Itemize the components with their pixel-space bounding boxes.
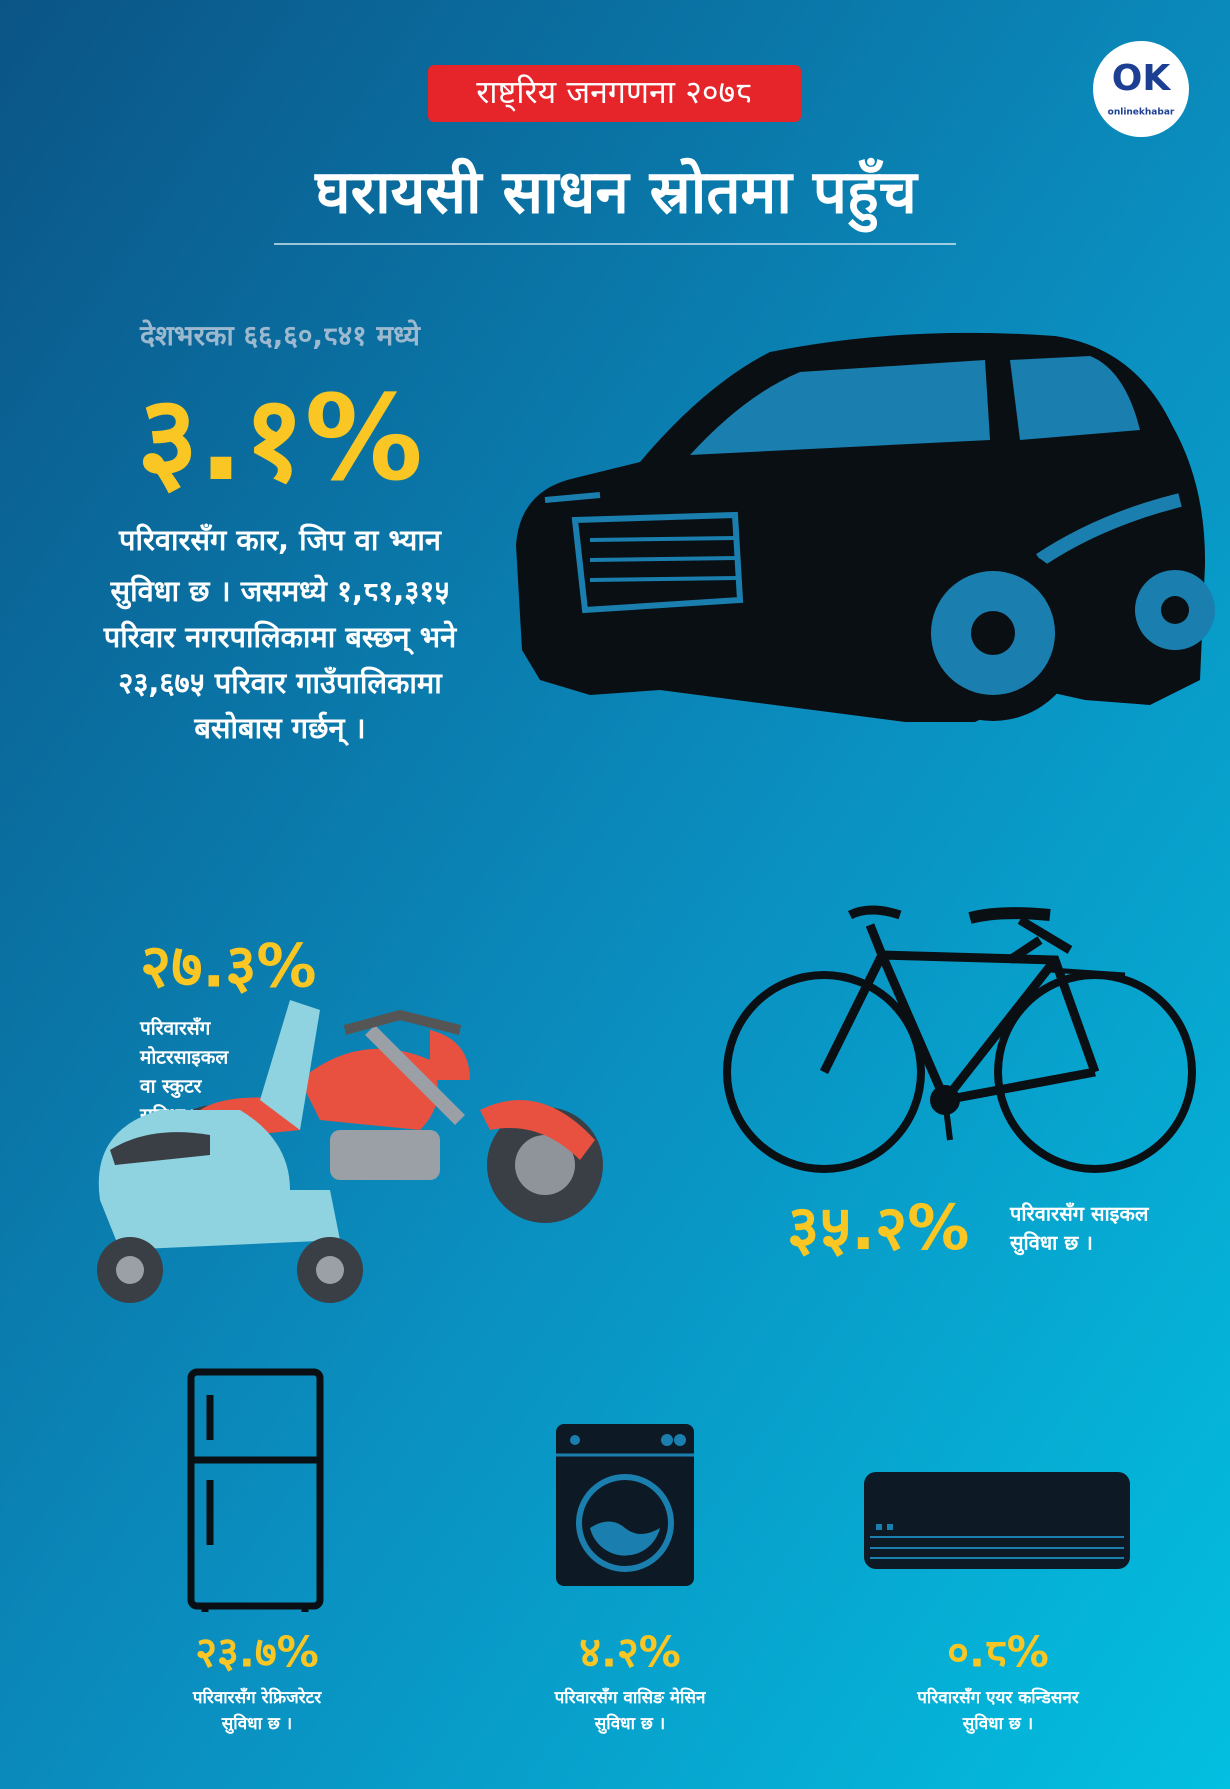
bicycle-icon-part: [819, 950, 1100, 1074]
motorcycle-caption-line: वा स्कुटर: [139, 1076, 203, 1099]
logo-mark: OK: [1112, 58, 1172, 99]
bicycle-percent: ३५.२%: [787, 1191, 969, 1264]
bicycle-caption-line: सुविधा छ ।: [1009, 1231, 1093, 1256]
appliance-caption-line: परिवारसँग रेफ्रिजरेटर: [192, 1687, 322, 1708]
washer-icon-part: [590, 1521, 660, 1556]
motorcycle-icon: [97, 1000, 603, 1303]
appliance-caption-line: सुविधा छ ।: [221, 1713, 292, 1734]
car-intro: देशभरका ६६,६०,८४१ मध्ये: [139, 319, 422, 352]
car-icon-part: [571, 511, 744, 614]
bicycle-caption-line: परिवारसँग साइकल: [1009, 1202, 1150, 1226]
motorcycle-icon-part: [260, 1000, 320, 1130]
motorcycle-percent: २७.३%: [140, 932, 317, 1002]
car-icon-part: [589, 576, 739, 582]
ac-icon-part: [864, 1472, 1130, 1569]
car-description-line: सुविधा छ । जसमध्ये १,८१,३१५: [110, 574, 450, 610]
car-icon-part: [971, 611, 1015, 655]
washer-icon-part: [570, 1435, 580, 1445]
car-description-line: परिवारसँग कार, जिप वा भ्यान: [118, 523, 442, 557]
bicycle-icon-part: [723, 971, 925, 1173]
bicycle-icon: [723, 905, 1196, 1173]
logo-part: [1093, 41, 1189, 137]
fridge-icon-part: [187, 1368, 324, 1610]
badge-text: राष्ट्रिय जनगणना २०७८: [476, 73, 752, 112]
ac-icon: [864, 1472, 1130, 1569]
appliance-caption-line: परिवारसँग एयर कन्डिसनर: [916, 1687, 1080, 1708]
appliance-caption-line: सुविधा छ ।: [594, 1713, 665, 1734]
car-icon-part: [690, 360, 990, 455]
appliance-percent: ४.२%: [579, 1628, 681, 1677]
bicycle-icon-part: [1049, 967, 1126, 978]
car-description-line: परिवार नगरपालिकामा बस्छन् भने: [103, 620, 457, 655]
motorcycle-icon-part: [365, 1025, 465, 1125]
bicycle-icon-part: [930, 1085, 960, 1115]
car-icon-part: [1010, 356, 1140, 440]
badge-box: [428, 65, 801, 122]
motorcycle-caption-line: मोटरसाइकल: [139, 1046, 229, 1069]
car-icon-part: [1161, 596, 1189, 624]
washer-icon-part: [674, 1434, 686, 1446]
car-icon-part: [589, 556, 738, 562]
motorcycle-icon-part: [515, 1135, 575, 1195]
fridge-icon: [187, 1368, 324, 1612]
car-description: परिवारसँग कार, जिप वा भ्यान सुविधा छ । जस…: [103, 523, 457, 746]
motorcycle-icon-part: [110, 1132, 210, 1165]
motorcycle-icon-part: [430, 1030, 470, 1080]
car-description-line: बसोबास गर्छन् ।: [193, 711, 365, 746]
bicycle-icon-part: [1017, 916, 1073, 954]
car-icon-part: [1036, 493, 1182, 566]
bicycle-icon-part: [877, 953, 1096, 1105]
appliance-percent: २३.७%: [195, 1628, 319, 1677]
logo-text: onlinekhabar: [1108, 108, 1175, 118]
washer-icon-part: [576, 1474, 674, 1572]
bicycle-icon-part: [847, 905, 902, 957]
main-title: घरायसी साधन स्रोतमा पहुँच: [314, 158, 919, 233]
bicycle-icon-part: [1007, 936, 1043, 964]
car-icon-part: [544, 492, 601, 503]
washer-icon: [556, 1424, 694, 1586]
car-percent: ३.१%: [137, 369, 423, 507]
motorcycle-caption-line: परिवारसँग: [139, 1017, 212, 1040]
bicycle-icon-part: [968, 907, 1051, 924]
washer-icon-part: [556, 1424, 694, 1586]
bicycle-caption: परिवारसँग साइकल सुविधा छ ।: [1009, 1202, 1150, 1256]
motorcycle-icon-part: [330, 1130, 440, 1180]
appliance-caption-line: परिवारसँग वासिङ मेसिन: [554, 1687, 706, 1708]
appliance-caption-line: सुविधा छ ।: [962, 1713, 1033, 1734]
car-icon: [516, 332, 1215, 722]
motorcycle-icon-part: [316, 1256, 344, 1284]
motorcycle-icon-part: [480, 1100, 595, 1160]
ac-icon-part: [876, 1524, 882, 1530]
car-description-line: २३,६७५ परिवार गाउँपालिकामा: [118, 666, 443, 700]
motorcycle-icon-part: [343, 1009, 462, 1035]
appliance-percent: ०.८%: [947, 1628, 1049, 1677]
logo: OK onlinekhabar: [1093, 41, 1189, 137]
washer-icon-part: [661, 1434, 673, 1446]
car-icon-part: [589, 536, 736, 542]
appliance-labels: २३.७% परिवारसँग रेफ्रिजरेटर सुविधा छ । ४.२%…: [192, 1628, 1080, 1735]
ac-icon-part: [887, 1524, 893, 1530]
motorcycle-icon-part: [116, 1256, 144, 1284]
